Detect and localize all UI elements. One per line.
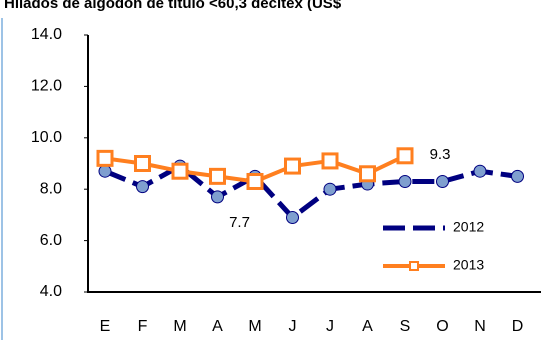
- x-tick-label: M: [173, 318, 186, 335]
- x-tick-label: F: [138, 318, 148, 335]
- y-tick-label: 12.0: [31, 78, 62, 95]
- point: [511, 169, 524, 183]
- x-tick-label: J: [326, 318, 334, 335]
- legend-label: 2013: [453, 257, 484, 273]
- point: [321, 152, 339, 170]
- point: [436, 174, 449, 188]
- y-tick-label: 10.0: [31, 129, 62, 146]
- x-tick-label: D: [512, 318, 524, 335]
- x-tick-label: A: [212, 318, 223, 335]
- y-tick-label: 14.0: [31, 26, 62, 43]
- y-tick-label: 4.0: [40, 283, 62, 300]
- x-tick-label: O: [436, 318, 448, 335]
- point: [171, 162, 189, 180]
- y-tick-label: 8.0: [40, 180, 62, 197]
- point: [396, 147, 414, 165]
- point: [134, 155, 151, 172]
- legend-marker: [409, 261, 419, 271]
- point: [359, 165, 376, 183]
- x-tick-label: J: [289, 318, 297, 335]
- point: [284, 157, 301, 175]
- series-line: [104, 163, 518, 220]
- point: [211, 190, 224, 204]
- x-tick-label: E: [100, 318, 111, 335]
- data-label: 7.7: [229, 214, 250, 231]
- x-tick-label: N: [474, 318, 486, 335]
- chart-title: Hilados de algodón de título <60,3 decit…: [4, 0, 342, 12]
- point: [286, 210, 299, 224]
- data-label: 9.3: [430, 146, 451, 163]
- legend-label: 2012: [453, 219, 484, 235]
- point: [209, 167, 226, 185]
- x-tick-label: M: [248, 318, 261, 335]
- point: [98, 164, 112, 178]
- point: [473, 164, 487, 178]
- x-tick-label: A: [362, 318, 373, 335]
- point: [246, 172, 264, 190]
- x-tick-label: S: [400, 318, 411, 335]
- point: [323, 182, 337, 196]
- point: [96, 149, 114, 167]
- point: [136, 180, 149, 194]
- point: [398, 174, 412, 188]
- y-tick-label: 6.0: [40, 232, 62, 249]
